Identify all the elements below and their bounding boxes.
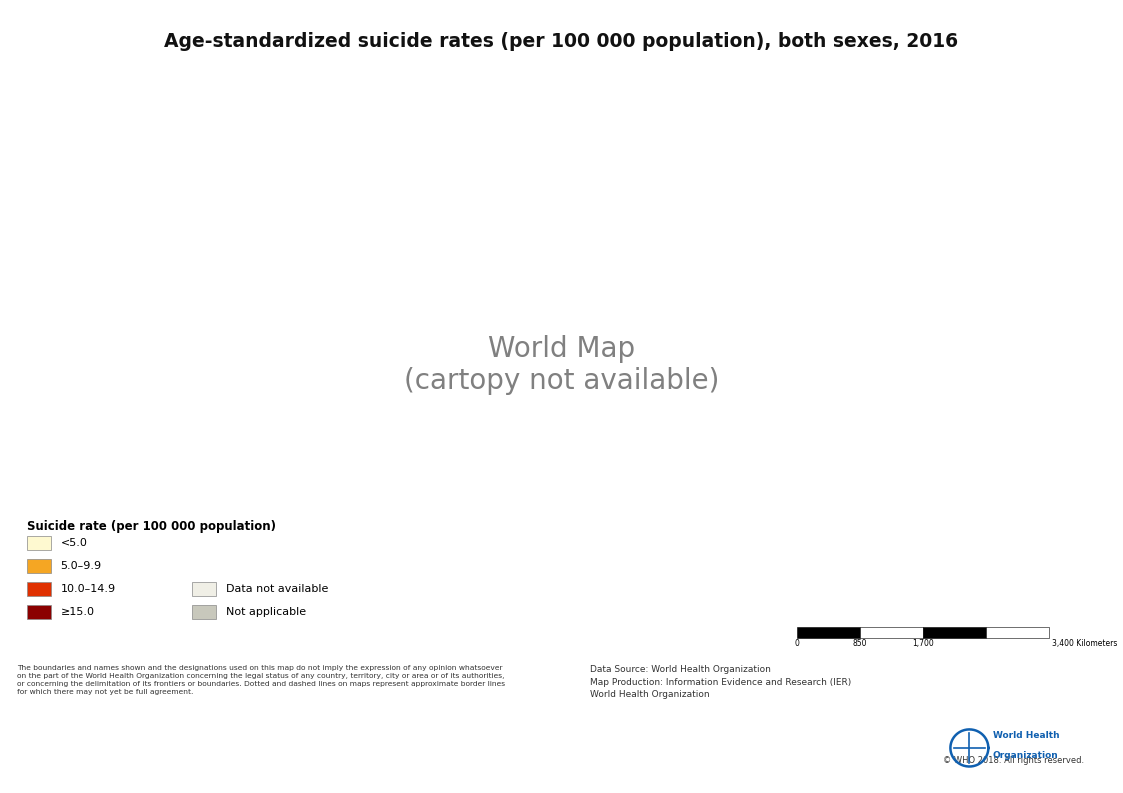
Text: World Map
(cartopy not available): World Map (cartopy not available) xyxy=(404,335,719,395)
FancyBboxPatch shape xyxy=(27,536,51,550)
Bar xyxy=(986,627,1049,638)
Text: 3,400 Kilometers: 3,400 Kilometers xyxy=(1052,639,1117,648)
Text: <5.0: <5.0 xyxy=(61,538,88,548)
Text: Organization: Organization xyxy=(993,751,1059,760)
FancyBboxPatch shape xyxy=(27,559,51,573)
Text: 0: 0 xyxy=(795,639,800,648)
Text: Data Source: World Health Organization
Map Production: Information Evidence and : Data Source: World Health Organization M… xyxy=(590,665,851,699)
FancyBboxPatch shape xyxy=(27,605,51,619)
Bar xyxy=(860,627,923,638)
Text: 850: 850 xyxy=(853,639,867,648)
Text: Not applicable: Not applicable xyxy=(226,607,305,617)
Text: © WHO 2018. All rights reserved.: © WHO 2018. All rights reserved. xyxy=(943,757,1085,765)
Bar xyxy=(923,627,986,638)
Text: 10.0–14.9: 10.0–14.9 xyxy=(61,584,116,594)
Bar xyxy=(797,627,860,638)
FancyBboxPatch shape xyxy=(27,582,51,596)
Text: World Health: World Health xyxy=(993,730,1059,740)
Text: Age-standardized suicide rates (per 100 000 population), both sexes, 2016: Age-standardized suicide rates (per 100 … xyxy=(164,32,959,51)
Text: The boundaries and names shown and the designations used on this map do not impl: The boundaries and names shown and the d… xyxy=(17,665,505,695)
FancyBboxPatch shape xyxy=(192,582,216,596)
Text: 5.0–9.9: 5.0–9.9 xyxy=(61,561,102,571)
Text: ≥15.0: ≥15.0 xyxy=(61,607,94,617)
Text: Data not available: Data not available xyxy=(226,584,328,594)
Text: Suicide rate (per 100 000 population): Suicide rate (per 100 000 population) xyxy=(27,519,276,533)
Text: 1,700: 1,700 xyxy=(912,639,934,648)
FancyBboxPatch shape xyxy=(192,605,216,619)
